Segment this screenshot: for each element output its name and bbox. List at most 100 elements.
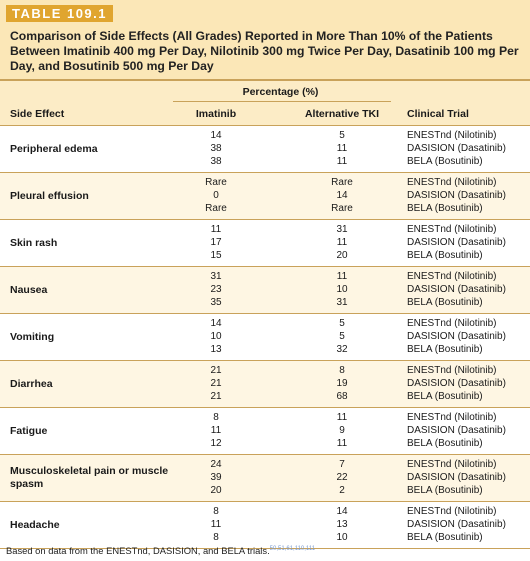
trial-cell: DASISION (Dasatinib)	[407, 237, 506, 248]
footnote-references: 50,51,61,110,111	[269, 545, 316, 552]
imatinib-cell: 21	[210, 391, 222, 402]
table-body: Peripheral edema 14 38 38 5 11 11 ENESTnd (Nilo…	[0, 126, 530, 549]
table-row: Peripheral edema 14 38 38 5 11 11 ENESTnd (Nilo…	[0, 126, 530, 173]
trial-cell: ENESTnd (Nilotinib)	[407, 130, 497, 141]
trial-cell: DASISION (Dasatinib)	[407, 378, 506, 389]
alternative-cell: 11	[336, 143, 348, 154]
alternative-cell: 10	[336, 284, 348, 295]
table-row: Vomiting 14 10 13 5 5 32 ENESTnd (Nilotinib) DAS…	[0, 314, 530, 361]
alternative-cell: 11	[336, 271, 348, 282]
side-effect-name: Fatigue	[10, 424, 48, 437]
alternative-tki-values: 11 9 11	[292, 411, 392, 450]
alternative-cell: 5	[339, 331, 345, 342]
imatinib-cell: Rare	[205, 177, 227, 188]
trial-cell: BELA (Bosutinib)	[407, 391, 483, 402]
trial-cell: ENESTnd (Nilotinib)	[407, 506, 497, 517]
trial-cell: ENESTnd (Nilotinib)	[407, 459, 497, 470]
clinical-trial-names: ENESTnd (Nilotinib) DASISION (Dasatinib) B…	[407, 176, 530, 215]
trial-cell: ENESTnd (Nilotinib)	[407, 365, 497, 376]
table-row: Skin rash 11 17 15 31 11 20 ENESTnd (Nilotinib)…	[0, 220, 530, 267]
side-effect-name: Skin rash	[10, 236, 58, 249]
imatinib-cell: 14	[210, 130, 222, 141]
alternative-cell: 20	[336, 250, 348, 261]
imatinib-values: 31 23 35	[175, 270, 257, 309]
trial-cell: ENESTnd (Nilotinib)	[407, 177, 497, 188]
table-row: Diarrhea 21 21 21 8 19 68 ENESTnd (Nilotinib) DA…	[0, 361, 530, 408]
clinical-trial-names: ENESTnd (Nilotinib) DASISION (Dasatinib) B…	[407, 223, 530, 262]
imatinib-cell: 8	[213, 412, 219, 423]
alternative-tki-values: 14 13 10	[292, 505, 392, 544]
imatinib-cell: 14	[210, 318, 222, 329]
imatinib-cell: 12	[210, 438, 222, 449]
imatinib-cell: 8	[213, 532, 219, 543]
table-title: Comparison of Side Effects (All Grades) …	[10, 29, 519, 73]
alternative-cell: 11	[336, 156, 348, 167]
clinical-trial-names: ENESTnd (Nilotinib) DASISION (Dasatinib) B…	[407, 458, 530, 497]
imatinib-cell: 21	[210, 378, 222, 389]
alternative-cell: 13	[336, 519, 348, 530]
imatinib-cell: 15	[210, 250, 222, 261]
header-side-effect: Side Effect	[10, 108, 65, 120]
imatinib-cell: 24	[210, 459, 222, 470]
alternative-tki-values: 5 5 32	[292, 317, 392, 356]
alternative-cell: 31	[336, 297, 348, 308]
side-effect-name: Musculoskeletal pain or muscle spasm	[10, 465, 169, 490]
table-row: Musculoskeletal pain or muscle spasm 24 39…	[0, 455, 530, 502]
trial-cell: BELA (Bosutinib)	[407, 156, 483, 167]
trial-cell: BELA (Bosutinib)	[407, 297, 483, 308]
table-label: TABLE 109.1	[6, 5, 114, 22]
clinical-trial-names: ENESTnd (Nilotinib) DASISION (Dasatinib) B…	[407, 364, 530, 403]
alternative-cell: 19	[336, 378, 348, 389]
alternative-cell: 10	[336, 532, 348, 543]
clinical-trial-names: ENESTnd (Nilotinib) DASISION (Dasatinib) B…	[407, 317, 530, 356]
alternative-tki-values: 5 11 11	[292, 129, 392, 168]
imatinib-cell: 35	[210, 297, 222, 308]
trial-cell: BELA (Bosutinib)	[407, 344, 483, 355]
trial-cell: DASISION (Dasatinib)	[407, 190, 506, 201]
imatinib-cell: Rare	[205, 203, 227, 214]
alternative-cell: 11	[336, 412, 348, 423]
trial-cell: DASISION (Dasatinib)	[407, 284, 506, 295]
imatinib-values: 14 10 13	[175, 317, 257, 356]
trial-cell: ENESTnd (Nilotinib)	[407, 318, 497, 329]
imatinib-cell: 0	[213, 190, 219, 201]
side-effect-name: Vomiting	[10, 330, 55, 343]
alternative-cell: 14	[336, 506, 348, 517]
alternative-tki-values: 31 11 20	[292, 223, 392, 262]
table-row: Fatigue 8 11 12 11 9 11 ENESTnd (Nilotinib) DASI…	[0, 408, 530, 455]
imatinib-cell: 11	[210, 519, 222, 530]
footnote-text: Based on data from the ENESTnd, DASISION…	[6, 545, 270, 556]
trial-cell: DASISION (Dasatinib)	[407, 331, 506, 342]
clinical-trial-names: ENESTnd (Nilotinib) DASISION (Dasatinib) B…	[407, 270, 530, 309]
imatinib-values: Rare 0 Rare	[175, 176, 257, 215]
alternative-cell: 32	[336, 344, 348, 355]
alternative-cell: Rare	[331, 203, 353, 214]
side-effect-name: Peripheral edema	[10, 142, 98, 155]
imatinib-values: 24 39 20	[175, 458, 257, 497]
trial-cell: BELA (Bosutinib)	[407, 438, 483, 449]
table-row: Nausea 31 23 35 11 10 31 ENESTnd (Nilotinib) DAS…	[0, 267, 530, 314]
alternative-cell: 22	[336, 472, 348, 483]
side-effect-name: Diarrhea	[10, 377, 53, 390]
imatinib-cell: 38	[210, 156, 222, 167]
trial-cell: BELA (Bosutinib)	[407, 485, 483, 496]
title-band: TABLE 109.1 Comparison of Side Effects (…	[0, 0, 530, 79]
imatinib-cell: 38	[210, 143, 222, 154]
table-row: Pleural effusion Rare 0 Rare Rare 14 Rare ENEST…	[0, 173, 530, 220]
trial-cell: BELA (Bosutinib)	[407, 203, 483, 214]
side-effects-table: Percentage (%) Side Effect Imatinib Alte…	[0, 79, 530, 549]
header-imatinib: Imatinib	[195, 108, 237, 120]
imatinib-cell: 8	[213, 506, 219, 517]
trial-cell: DASISION (Dasatinib)	[407, 425, 506, 436]
imatinib-values: 14 38 38	[175, 129, 257, 168]
imatinib-values: 8 11 12	[175, 411, 257, 450]
imatinib-values: 8 11 8	[175, 505, 257, 544]
trial-cell: BELA (Bosutinib)	[407, 532, 483, 543]
alternative-tki-values: 8 19 68	[292, 364, 392, 403]
side-effect-name: Pleural effusion	[10, 189, 89, 202]
trial-cell: DASISION (Dasatinib)	[407, 472, 506, 483]
imatinib-cell: 10	[210, 331, 222, 342]
imatinib-cell: 17	[210, 237, 222, 248]
imatinib-cell: 20	[210, 485, 222, 496]
alternative-cell: 11	[336, 237, 348, 248]
